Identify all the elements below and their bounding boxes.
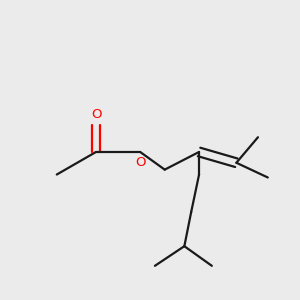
Text: O: O xyxy=(135,156,146,170)
Text: O: O xyxy=(91,108,101,121)
